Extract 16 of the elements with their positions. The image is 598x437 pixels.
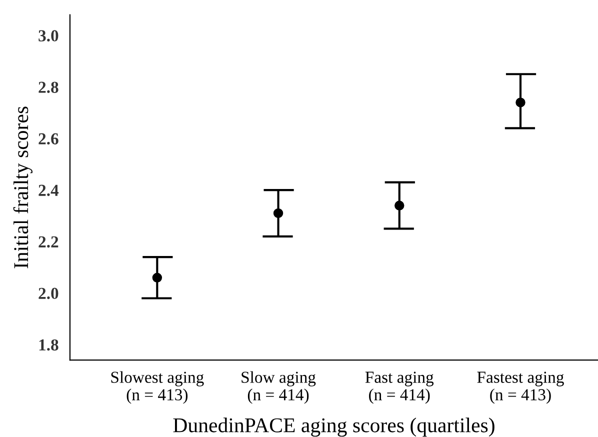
x-tick-label: Slowest aging (n = 413)	[111, 371, 204, 404]
point	[516, 98, 526, 108]
x-tick-label: Slow aging (n = 414)	[242, 371, 316, 404]
y-axis-title: Initial frailty scores	[13, 106, 32, 268]
point	[273, 208, 284, 218]
y-tick-label: 2.2	[38, 236, 58, 248]
y-tick-label: 3.0	[38, 30, 58, 42]
y-tick-label: 2.6	[38, 133, 58, 145]
y-tick-label: 2.8	[38, 82, 58, 94]
y-tick-label: 2.4	[38, 184, 59, 196]
point	[394, 200, 404, 210]
x-tick-label: Fast aging (n = 414)	[365, 372, 434, 404]
x-tick-label: Fastest aging (n = 413)	[477, 372, 564, 404]
y-tick-label: 1.8	[39, 339, 58, 351]
x-axis-title: DunedinPACE aging scores (quartiles)	[173, 418, 494, 437]
y-tick-label: 2.0	[38, 288, 58, 300]
